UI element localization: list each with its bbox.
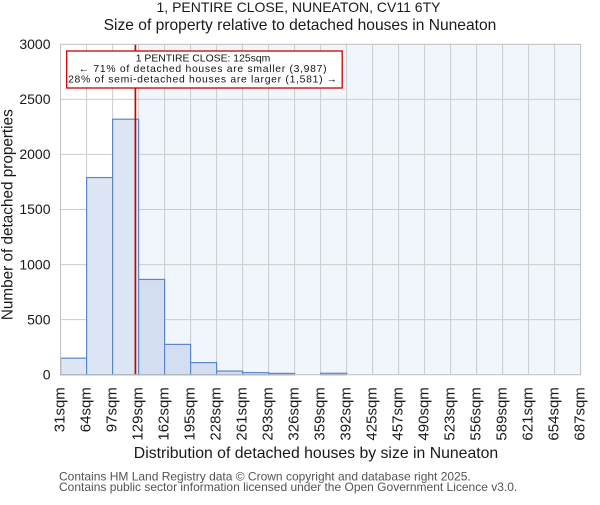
svg-text:← 71% of detached houses are s: ← 71% of detached houses are smaller (3,… xyxy=(79,64,328,75)
svg-text:0: 0 xyxy=(43,366,51,382)
svg-text:589sqm: 589sqm xyxy=(493,387,510,440)
svg-text:1500: 1500 xyxy=(19,201,50,217)
svg-text:1, PENTIRE CLOSE, NUNEATON, CV: 1, PENTIRE CLOSE, NUNEATON, CV11 6TY xyxy=(157,0,442,15)
svg-text:162sqm: 162sqm xyxy=(155,387,172,440)
svg-text:228sqm: 228sqm xyxy=(207,387,224,440)
svg-text:Contains HM Land Registry data: Contains HM Land Registry data © Crown c… xyxy=(59,470,471,484)
svg-text:556sqm: 556sqm xyxy=(467,387,484,440)
svg-text:2500: 2500 xyxy=(19,91,50,107)
svg-text:Number of detached properties: Number of detached properties xyxy=(0,109,17,320)
svg-text:392sqm: 392sqm xyxy=(337,387,354,440)
svg-text:Size of property relative to d: Size of property relative to detached ho… xyxy=(104,17,497,34)
svg-text:3000: 3000 xyxy=(19,36,50,52)
svg-text:97sqm: 97sqm xyxy=(103,387,120,432)
svg-text:523sqm: 523sqm xyxy=(441,387,458,440)
svg-text:31sqm: 31sqm xyxy=(51,387,68,432)
svg-text:359sqm: 359sqm xyxy=(311,387,328,440)
svg-text:621sqm: 621sqm xyxy=(519,387,536,440)
svg-text:Distribution of detached house: Distribution of detached houses by size … xyxy=(134,445,498,462)
svg-text:490sqm: 490sqm xyxy=(415,387,432,440)
svg-text:326sqm: 326sqm xyxy=(285,387,302,440)
svg-text:293sqm: 293sqm xyxy=(259,387,276,440)
svg-text:654sqm: 654sqm xyxy=(545,387,562,440)
svg-text:129sqm: 129sqm xyxy=(129,387,146,440)
svg-text:687sqm: 687sqm xyxy=(571,387,588,440)
svg-text:500: 500 xyxy=(27,311,51,327)
svg-text:261sqm: 261sqm xyxy=(233,387,250,440)
svg-text:Contains public sector informa: Contains public sector information licen… xyxy=(59,480,517,494)
svg-text:28% of semi-detached houses ar: 28% of semi-detached houses are larger (… xyxy=(68,75,338,86)
svg-text:195sqm: 195sqm xyxy=(181,387,198,440)
svg-text:1 PENTIRE CLOSE: 125sqm: 1 PENTIRE CLOSE: 125sqm xyxy=(136,53,271,64)
svg-text:457sqm: 457sqm xyxy=(389,387,406,440)
svg-text:1000: 1000 xyxy=(19,256,50,272)
svg-text:425sqm: 425sqm xyxy=(363,387,380,440)
svg-text:64sqm: 64sqm xyxy=(77,387,94,432)
svg-text:2000: 2000 xyxy=(19,146,50,162)
